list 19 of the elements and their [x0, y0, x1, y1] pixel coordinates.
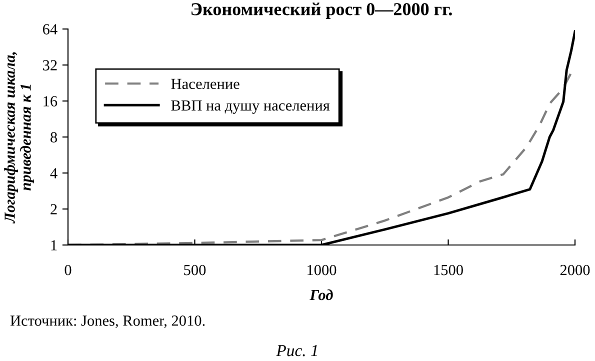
legend-label: ВВП на душу населения: [171, 100, 330, 114]
text: Рис. 1: [276, 345, 317, 356]
y-tick-label: 8: [50, 132, 57, 142]
text: Источник: Jones, Romer, 2010.: [10, 316, 205, 328]
x-tick-label: 1000: [308, 264, 336, 276]
y-tick-label: 2: [50, 204, 57, 214]
y-axis-title: Логарифмическая шкала, приведенная к 1: [4, 52, 34, 224]
chart-title: Экономический рост 0—2000 гг.: [192, 2, 452, 19]
y-tick-label: 32: [43, 60, 57, 70]
x-tick-label: 1500: [434, 264, 463, 276]
y-tick-label: 1: [51, 240, 57, 250]
x-tick-label: 2000: [560, 264, 590, 276]
y-tick-label: 4: [50, 168, 58, 178]
legend-label: Население: [171, 78, 240, 90]
y-tick-label: 16: [44, 96, 58, 106]
x-axis-title: Год: [310, 289, 333, 300]
x-tick-label: 500: [184, 264, 206, 276]
y-tick-label: 64: [42, 24, 58, 34]
x-tick-label: 0: [64, 264, 72, 276]
